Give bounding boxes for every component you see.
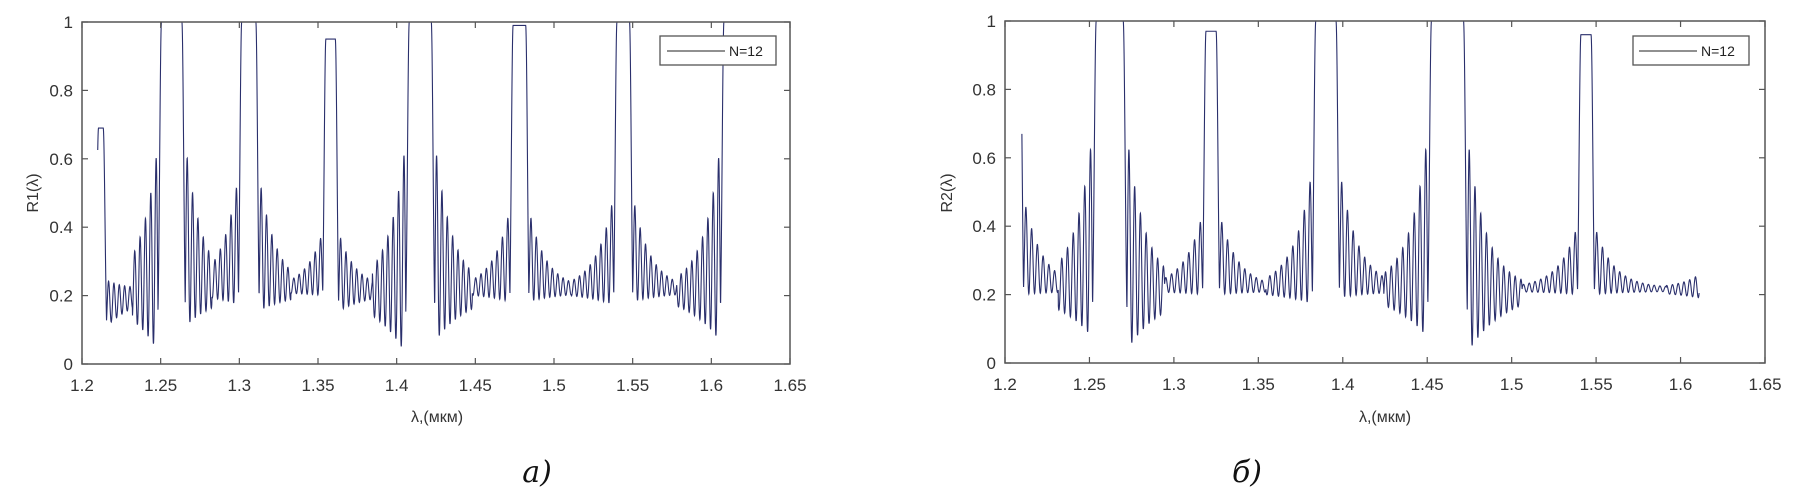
y-tick-label: 0.8 xyxy=(972,80,996,99)
series-line-n12 xyxy=(97,21,728,347)
y-tick-label: 0.6 xyxy=(49,150,73,169)
x-tick-label: 1.25 xyxy=(144,376,177,395)
axes-frame xyxy=(1004,20,1766,364)
x-tick-label: 1.3 xyxy=(228,376,252,395)
chart-panel-r1: R1(λ) λ,(мкм) a) N=12 1.2 1.25 1.3 1.35 1.4 1… xyxy=(25,13,807,490)
x-tick-label: 1.65 xyxy=(1748,375,1781,394)
legend: N=12 xyxy=(659,35,777,66)
x-tick-label: 1.35 xyxy=(301,376,334,395)
x-tick-label: 1.25 xyxy=(1073,375,1106,394)
y-tick-label: 1 xyxy=(64,13,73,32)
x-tick-label: 1.2 xyxy=(993,375,1017,394)
x-tick-label: 1.45 xyxy=(1411,375,1444,394)
x-tick-label: 1.5 xyxy=(1500,375,1524,394)
axes-frame xyxy=(81,21,791,365)
x-tick-label: 1.45 xyxy=(459,376,492,395)
y-tick-label: 0.8 xyxy=(49,81,73,100)
x-tick-label: 1.3 xyxy=(1162,375,1186,394)
y-tick-label: 0.2 xyxy=(972,286,996,305)
legend-label: N=12 xyxy=(729,43,763,59)
x-tick-label: 1.2 xyxy=(70,376,94,395)
legend-label: N=12 xyxy=(1701,43,1735,59)
y-tick-label: 0.4 xyxy=(49,218,73,237)
x-axis-label: λ,(мкм) xyxy=(1359,409,1411,426)
y-tick-label: 0 xyxy=(64,355,73,374)
x-tick-label: 1.4 xyxy=(1331,375,1355,394)
x-tick-label: 1.55 xyxy=(1580,375,1613,394)
y-tick-label: 1 xyxy=(987,12,996,31)
y-tick-label: 0.6 xyxy=(972,149,996,168)
panel-caption: б) xyxy=(1232,455,1262,490)
y-tick-label: 0.2 xyxy=(49,287,73,306)
y-axis-label: R1(λ) xyxy=(25,173,42,212)
x-tick-label: 1.65 xyxy=(773,376,806,395)
y-tick-label: 0 xyxy=(987,354,996,373)
x-tick-label: 1.6 xyxy=(1669,375,1693,394)
panel-caption: a) xyxy=(522,455,552,490)
x-axis-label: λ,(мкм) xyxy=(411,409,463,426)
x-tick-label: 1.6 xyxy=(700,376,724,395)
x-tick-label: 1.35 xyxy=(1242,375,1275,394)
legend: N=12 xyxy=(1632,35,1750,66)
y-axis-label: R2(λ) xyxy=(939,173,956,212)
x-tick-label: 1.4 xyxy=(385,376,409,395)
chart-panel-r2: R2(λ) λ,(мкм) б) N=12 1.2 1.25 1.3 1.35 1.4 1… xyxy=(939,12,1782,490)
x-tick-label: 1.5 xyxy=(542,376,566,395)
y-tick-label: 0.4 xyxy=(972,217,996,236)
x-tick-label: 1.55 xyxy=(616,376,649,395)
series-line-n12 xyxy=(1021,20,1700,346)
